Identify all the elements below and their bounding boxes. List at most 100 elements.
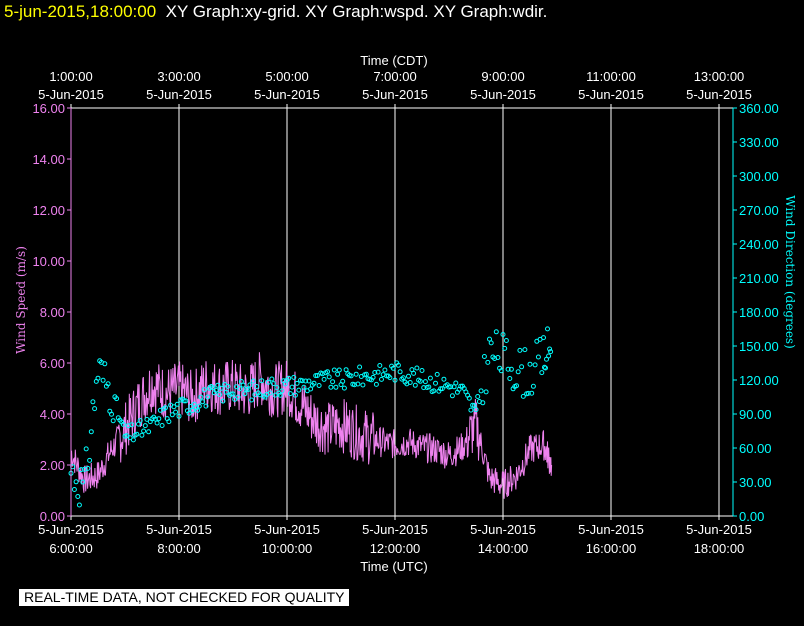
- wind-direction-point: [412, 382, 418, 388]
- wind-direction-point: [291, 374, 297, 380]
- wind-direction-point: [200, 399, 206, 405]
- wind-direction-point: [265, 379, 271, 385]
- wind-direction-point: [377, 363, 383, 368]
- wind-direction-point: [407, 380, 413, 385]
- wind-direction-point: [379, 376, 384, 382]
- right-tick-label: 150.00: [739, 339, 779, 354]
- wind-direction-point: [390, 365, 396, 371]
- wind-direction-point: [269, 376, 275, 382]
- wind-direction-point: [271, 381, 276, 387]
- wind-direction-point: [102, 361, 108, 367]
- wind-direction-point: [548, 349, 554, 355]
- bottom-axis-label: Time (UTC): [360, 559, 427, 574]
- right-tick-label: 300.00: [739, 169, 779, 184]
- wind-direction-point: [139, 432, 145, 438]
- wind-direction-point: [249, 397, 255, 403]
- wind-direction-point: [545, 326, 550, 332]
- top-tick-time: 13:00:00: [694, 69, 745, 84]
- wind-direction-point: [414, 365, 420, 371]
- wind-direction-point: [301, 384, 307, 390]
- wind-direction-point: [508, 366, 514, 372]
- quality-disclaimer: REAL-TIME DATA, NOT CHECKED FOR QUALITY: [19, 589, 350, 606]
- top-tick-time: 11:00:00: [586, 69, 636, 84]
- right-tick-label: 210.00: [739, 271, 779, 286]
- wind-direction-point: [78, 467, 84, 473]
- header-graph-list: XY Graph:xy-grid. XY Graph:wspd. XY Grap…: [165, 2, 548, 21]
- right-tick-label: 240.00: [739, 237, 779, 252]
- wind-direction-point: [159, 423, 165, 428]
- wind-direction-point: [543, 365, 548, 371]
- wind-direction-point: [287, 391, 293, 397]
- top-tick-time: 7:00:00: [373, 69, 416, 84]
- wind-direction-point: [547, 346, 553, 352]
- bottom-tick-date: 5-Jun-2015: [578, 522, 644, 537]
- wind-direction-point: [427, 375, 433, 381]
- wind-direction-point: [245, 387, 251, 392]
- left-tick-label: 14.00: [32, 152, 65, 167]
- top-tick-time: 1:00:00: [49, 69, 92, 84]
- wind-direction-point: [308, 386, 314, 392]
- wind-direction-point: [286, 375, 292, 381]
- wind-direction-point: [421, 385, 427, 391]
- wind-direction-point: [171, 404, 177, 410]
- wind-direction-point: [392, 377, 398, 383]
- wind-direction-point: [203, 403, 209, 409]
- wind-direction-point: [360, 382, 366, 388]
- wind-direction-point: [299, 378, 305, 384]
- wind-direction-point: [220, 398, 226, 404]
- wind-direction-point: [541, 335, 546, 341]
- wind-direction-point: [529, 390, 535, 396]
- wind-direction-point: [426, 384, 432, 390]
- wind-direction-point: [259, 378, 265, 384]
- right-tick-label: 120.00: [739, 373, 779, 388]
- wind-direction-point: [480, 400, 486, 406]
- wind-direction-point: [130, 437, 136, 443]
- wind-direction-point: [326, 374, 332, 380]
- wind-direction-point: [198, 394, 204, 400]
- wind-direction-point: [166, 419, 172, 425]
- wind-direction-point: [434, 371, 440, 377]
- bottom-tick-time: 14:00:00: [478, 541, 529, 556]
- wind-direction-point: [527, 361, 533, 367]
- right-tick-label: 180.00: [739, 305, 779, 320]
- wind-direction-point: [314, 373, 320, 378]
- wind-direction-point: [237, 386, 243, 392]
- wind-direction-point: [341, 385, 347, 391]
- right-tick-label: 90.00: [739, 407, 772, 422]
- bottom-tick-time: 10:00:00: [262, 541, 313, 556]
- wind-direction-point: [333, 384, 339, 390]
- wind-direction-point: [201, 387, 207, 393]
- wind-direction-point: [475, 394, 481, 399]
- left-tick-label: 4.00: [40, 407, 65, 422]
- wind-direction-point: [495, 355, 501, 360]
- wind-direction-point: [85, 465, 91, 471]
- bottom-tick-time: 16:00:00: [586, 541, 637, 556]
- wind-direction-point: [174, 401, 180, 407]
- top-tick-date: 5-Jun-2015: [254, 87, 320, 102]
- wind-direction-point: [313, 373, 319, 379]
- right-tick-label: 270.00: [739, 203, 779, 218]
- wind-direction-point: [431, 388, 437, 394]
- wind-direction-point: [129, 422, 135, 428]
- wind-direction-point: [88, 429, 94, 435]
- wind-direction-point: [163, 405, 168, 411]
- wind-direction-point: [458, 383, 464, 389]
- wind-direction-point: [105, 381, 111, 387]
- wind-direction-point: [466, 395, 472, 401]
- header-timestamp: 5-jun-2015,18:00:00: [4, 2, 157, 21]
- top-tick-date: 5-Jun-2015: [146, 87, 212, 102]
- wind-direction-point: [311, 380, 317, 386]
- wind-direction-point: [325, 369, 330, 375]
- top-tick-date: 5-Jun-2015: [686, 87, 752, 102]
- top-tick-date: 5-Jun-2015: [470, 87, 536, 102]
- wind-direction-point: [478, 388, 484, 394]
- right-tick-label: 60.00: [739, 441, 772, 456]
- wind-direction-point: [468, 407, 474, 413]
- left-tick-label: 12.00: [32, 203, 65, 218]
- wind-direction-point: [473, 407, 479, 413]
- bottom-tick-date: 5-Jun-2015: [470, 522, 536, 537]
- wind-direction-point: [218, 385, 224, 391]
- wind-direction-point: [230, 391, 236, 397]
- left-tick-label: 16.00: [32, 101, 65, 116]
